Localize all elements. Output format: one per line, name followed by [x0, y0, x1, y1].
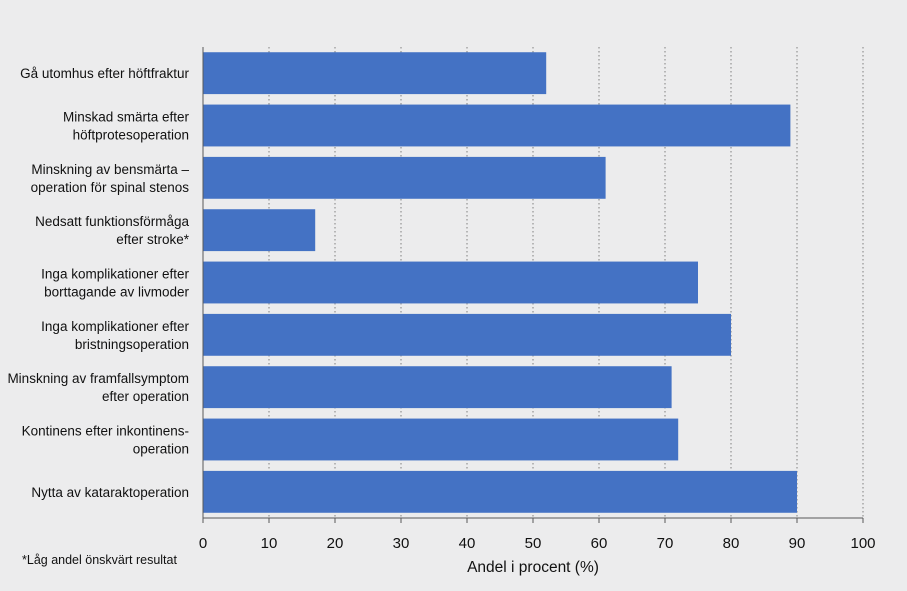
x-tick-label: 10 — [261, 535, 278, 552]
x-tick-label: 30 — [393, 535, 410, 552]
x-axis-title: Andel i procent (%) — [467, 559, 599, 576]
x-tick-labels: 0 10 20 30 40 50 60 70 80 90 100 — [199, 535, 876, 552]
x-tick-label: 80 — [723, 535, 740, 552]
bar — [203, 418, 679, 461]
category-label-line: operation för spinal stenos — [31, 180, 190, 195]
footnote: *Låg andel önskvärt resultat — [22, 553, 177, 567]
x-tick-label: 60 — [591, 535, 608, 552]
bar — [203, 470, 797, 513]
category-label-line: borttagande av livmoder — [44, 285, 189, 300]
bar — [203, 104, 791, 147]
bar — [203, 261, 698, 304]
category-label-line: Inga komplikationer efter — [41, 267, 189, 282]
bar — [203, 366, 672, 409]
category-label-line: Minskad smärta efter — [63, 110, 190, 125]
category-label-line: Minskning av bensmärta – — [31, 162, 189, 177]
bars — [203, 52, 797, 513]
category-label: Minskning av bensmärta – operation för sp… — [31, 162, 190, 195]
x-tick-label: 90 — [789, 535, 806, 552]
category-label-line: efter operation — [102, 389, 189, 404]
category-label-line: Gå utomhus efter höftfraktur — [20, 66, 189, 81]
bar — [203, 209, 316, 252]
category-label-line: Nedsatt funktionsförmåga — [35, 214, 189, 229]
category-label-line: operation — [133, 442, 189, 457]
x-tick-label: 100 — [850, 535, 875, 552]
x-tick-label: 50 — [525, 535, 542, 552]
category-label: Gå utomhus efter höftfraktur — [20, 66, 189, 81]
category-label: Nytta av kataraktoperation — [31, 485, 189, 500]
category-label-line: Inga komplikationer efter — [41, 319, 189, 334]
x-tick-label: 40 — [459, 535, 476, 552]
axes — [202, 47, 864, 523]
x-tick-label: 20 — [327, 535, 344, 552]
category-label: Inga komplikationer efter borttagande av … — [41, 267, 189, 300]
category-label: Nedsatt funktionsförmåga efter stroke* — [35, 214, 190, 247]
bar — [203, 52, 547, 95]
category-label-line: bristningsoperation — [75, 337, 189, 352]
category-label-line: höftprotesoperation — [73, 128, 189, 143]
category-label-line: Nytta av kataraktoperation — [31, 485, 189, 500]
category-labels: Gå utomhus efter höftfraktur Minskad smär… — [7, 66, 189, 500]
category-label: Inga komplikationer efter bristningsopera… — [41, 319, 189, 352]
category-label: Minskad smärta efter höftprotesoperation — [63, 110, 190, 143]
category-label: Kontinens efter inkontinens-operation — [22, 424, 189, 457]
category-label-line: efter stroke* — [116, 232, 190, 247]
bar — [203, 313, 731, 356]
category-label-line: Kontinens efter inkontinens- — [22, 424, 189, 439]
category-label-line: Minskning av framfallsymptom — [7, 371, 189, 386]
bar — [203, 156, 606, 199]
category-label: Minskning av framfallsymptom efter operat… — [7, 371, 189, 404]
x-tick-label: 70 — [657, 535, 674, 552]
x-tick-label: 0 — [199, 535, 207, 552]
